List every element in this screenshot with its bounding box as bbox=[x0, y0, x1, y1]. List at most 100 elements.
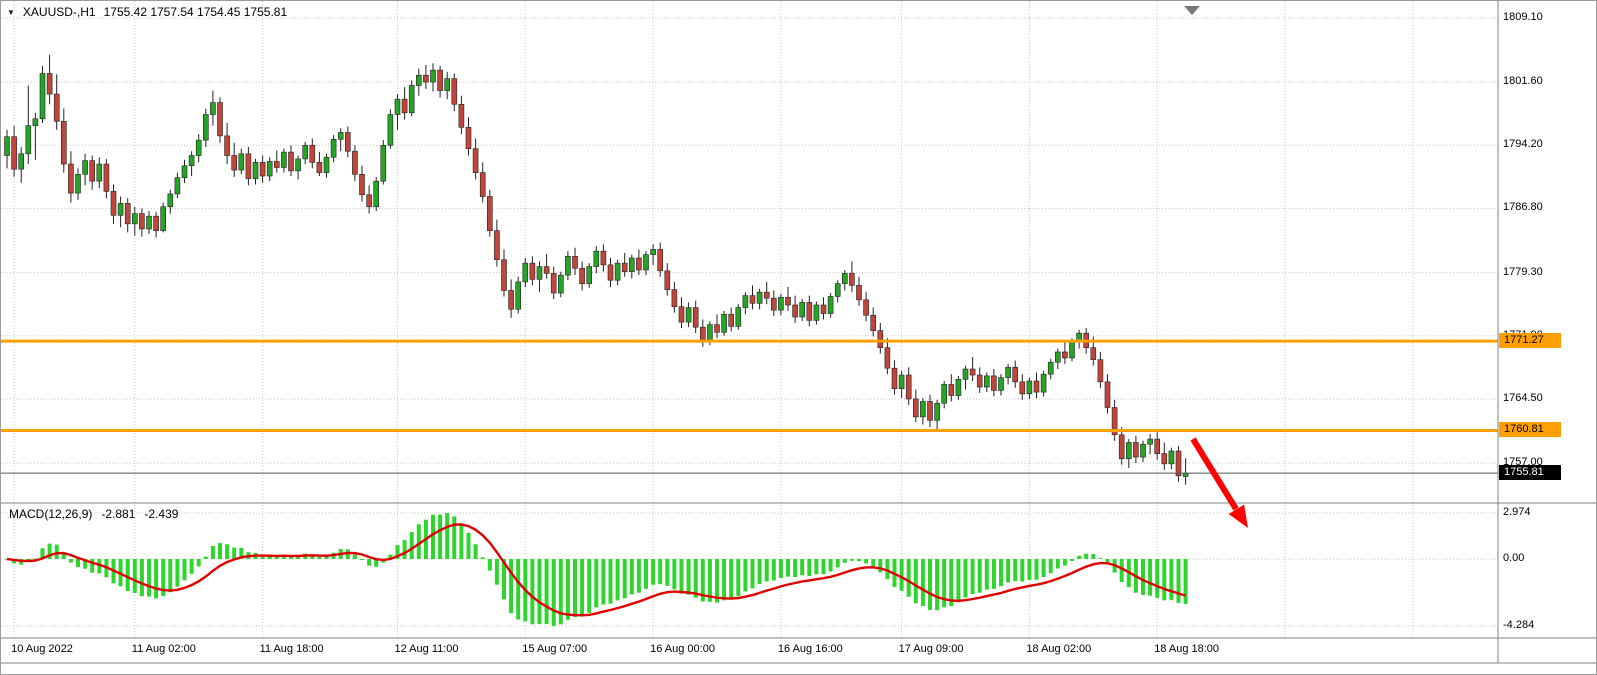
macd-histogram-bar bbox=[54, 544, 59, 559]
macd-title: MACD(12,26,9) bbox=[9, 507, 93, 521]
macd-histogram-bar bbox=[1055, 559, 1060, 569]
candle-body bbox=[25, 125, 32, 155]
candle-body bbox=[423, 74, 429, 83]
current-price-tag: 1755.81 bbox=[1499, 465, 1561, 481]
candle-body bbox=[1133, 442, 1139, 458]
symbol-timeframe-label: XAUUSD-,H1 bbox=[22, 5, 96, 19]
candle-body bbox=[181, 165, 188, 179]
macd-histogram-bar bbox=[83, 559, 88, 569]
candle-body bbox=[1168, 450, 1175, 465]
candle-body bbox=[998, 377, 1004, 391]
macd-histogram-bar bbox=[402, 540, 407, 559]
candle-body bbox=[508, 290, 514, 310]
macd-histogram-bar bbox=[956, 559, 961, 603]
candle-body bbox=[550, 273, 557, 294]
candle-body bbox=[238, 153, 245, 171]
macd-histogram-bar bbox=[161, 559, 166, 597]
candle-body bbox=[53, 93, 60, 122]
macd-histogram-bar bbox=[920, 559, 925, 606]
candle-body bbox=[976, 374, 983, 388]
macd-histogram-bar bbox=[558, 559, 563, 625]
macd-histogram-bar bbox=[644, 559, 648, 589]
macd-histogram-bar bbox=[68, 559, 73, 563]
candle-body bbox=[103, 163, 110, 192]
candle-body bbox=[572, 256, 578, 269]
macd-histogram-bar bbox=[913, 559, 918, 604]
chart-title: ▼ XAUUSD-,H1 1755.42 1757.54 1754.45 175… bbox=[7, 5, 287, 19]
candle-body bbox=[600, 250, 607, 266]
macd-histogram-bar bbox=[139, 559, 144, 597]
candle-body bbox=[1040, 373, 1047, 393]
candle-body bbox=[380, 144, 387, 182]
macd-histogram-bar bbox=[310, 554, 315, 559]
macd-histogram-bar bbox=[693, 559, 698, 598]
macd-histogram-bar bbox=[480, 557, 485, 559]
candle-body bbox=[607, 264, 614, 281]
macd-histogram-bar bbox=[239, 547, 244, 559]
macd-histogram-bar bbox=[210, 545, 215, 559]
macd-histogram-bar bbox=[1169, 559, 1174, 601]
candle-body bbox=[785, 296, 791, 306]
candle-body bbox=[352, 150, 358, 175]
candle-body bbox=[89, 160, 95, 182]
trend-arrow-shaft[interactable] bbox=[1190, 437, 1239, 511]
candle-body bbox=[132, 213, 138, 225]
candle-body bbox=[153, 215, 159, 231]
dropdown-icon[interactable]: ▼ bbox=[7, 7, 15, 17]
candle-body bbox=[344, 132, 351, 152]
candle-body bbox=[941, 384, 948, 404]
candle-body bbox=[75, 174, 81, 194]
macd-histogram-bar bbox=[61, 552, 66, 559]
macd-histogram-bar bbox=[40, 548, 45, 559]
candle-body bbox=[146, 215, 152, 230]
candle-body bbox=[501, 259, 507, 291]
macd-histogram-bar bbox=[707, 559, 712, 602]
trend-arrow-head[interactable] bbox=[1228, 504, 1248, 528]
macd-histogram-bar bbox=[814, 559, 819, 575]
macd-histogram-bar bbox=[374, 559, 379, 567]
candle-body bbox=[188, 155, 195, 167]
macd-histogram-bar bbox=[260, 555, 265, 559]
macd-histogram-bar bbox=[1155, 559, 1160, 598]
macd-histogram-bar bbox=[672, 559, 677, 590]
candle-body bbox=[1090, 347, 1097, 360]
macd-histogram-bar bbox=[502, 559, 506, 600]
macd-histogram-bar bbox=[289, 556, 293, 559]
macd-histogram-bar bbox=[281, 555, 286, 559]
macd-histogram-bar bbox=[154, 559, 159, 599]
macd-histogram-bar bbox=[1062, 559, 1067, 566]
macd-histogram-bar bbox=[132, 559, 137, 594]
macd-histogram-bar bbox=[729, 559, 734, 600]
macd-histogram-bar bbox=[175, 559, 180, 587]
macd-histogram-bar bbox=[835, 559, 840, 568]
chart-shift-marker-icon bbox=[1184, 6, 1200, 15]
candle-body bbox=[778, 296, 784, 311]
macd-histogram-bar bbox=[885, 559, 890, 580]
candle-body bbox=[529, 262, 536, 280]
macd-histogram-bar bbox=[1141, 559, 1145, 596]
candle-body bbox=[586, 266, 593, 284]
macd-histogram-bar bbox=[168, 559, 173, 593]
candle-body bbox=[437, 69, 443, 91]
macd-histogram-bar bbox=[33, 558, 38, 560]
macd-histogram-bar bbox=[487, 559, 492, 571]
macd-histogram-bar bbox=[388, 554, 393, 559]
macd-histogram-bar bbox=[1119, 559, 1124, 583]
candle-body bbox=[593, 250, 600, 267]
candle-body bbox=[1055, 351, 1061, 363]
candle-body bbox=[770, 297, 777, 311]
macd-histogram-bar bbox=[622, 559, 627, 599]
macd-histogram-bar bbox=[125, 559, 130, 592]
macd-histogram-bar bbox=[530, 559, 535, 625]
macd-signal-value: -2.439 bbox=[144, 507, 179, 521]
macd-histogram-bar bbox=[871, 559, 876, 568]
macd-histogram-bar bbox=[1020, 559, 1025, 582]
macd-histogram-bar bbox=[743, 559, 748, 592]
macd-histogram-bar bbox=[651, 559, 656, 585]
candle-body bbox=[195, 139, 202, 156]
macd-histogram-bar bbox=[516, 559, 521, 620]
candle-body bbox=[671, 289, 678, 307]
macd-histogram-bar bbox=[970, 559, 975, 595]
